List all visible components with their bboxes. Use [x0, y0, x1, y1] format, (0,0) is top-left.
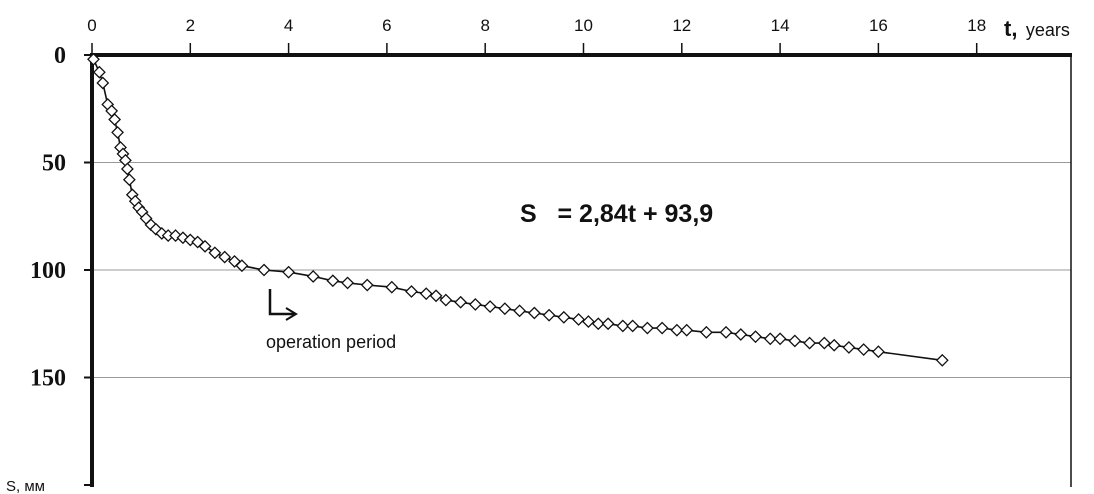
data-point-36 — [385, 280, 399, 294]
data-point-35 — [360, 278, 374, 292]
data-point-55 — [640, 321, 654, 335]
data-markers — [87, 52, 949, 367]
data-point-67 — [817, 336, 831, 350]
data-point-58 — [680, 323, 694, 337]
data-point-56 — [655, 321, 669, 335]
x-tick-label-12: 12 — [672, 16, 691, 35]
x-axis-label-symbol: t, — [1004, 16, 1017, 41]
data-point-30 — [257, 263, 271, 277]
data-point-43 — [483, 300, 497, 313]
x-axis-label: t, years — [1004, 16, 1070, 41]
data-point-42 — [468, 297, 482, 311]
data-point-39 — [429, 289, 443, 303]
data-point-0 — [87, 52, 100, 66]
y-tick-label-0: 0 — [54, 43, 66, 69]
operation-period-label: operation period — [266, 332, 396, 352]
x-tick-label-8: 8 — [480, 16, 489, 35]
data-point-10 — [120, 162, 134, 176]
x-tick-label-10: 10 — [574, 16, 593, 35]
data-point-65 — [788, 334, 802, 348]
data-point-1 — [92, 65, 106, 79]
data-point-57 — [670, 323, 684, 337]
data-point-49 — [572, 313, 586, 326]
data-point-59 — [699, 325, 713, 339]
grid-layer — [92, 162, 1071, 378]
x-axis-label-unit: years — [1026, 20, 1070, 40]
data-point-61 — [734, 328, 748, 341]
data-point-27 — [218, 250, 232, 264]
data-point-66 — [803, 336, 817, 350]
data-point-52 — [601, 317, 615, 331]
data-point-26 — [208, 246, 222, 260]
data-point-34 — [341, 276, 354, 290]
x-tick-label-16: 16 — [869, 16, 888, 35]
data-point-32 — [306, 270, 320, 283]
operation-period-arrow — [268, 289, 298, 321]
data-point-70 — [857, 343, 871, 356]
data-point-50 — [581, 315, 595, 329]
data-point-46 — [527, 306, 541, 320]
data-point-37 — [405, 285, 418, 298]
data-point-48 — [557, 310, 571, 324]
data-point-45 — [513, 304, 527, 318]
x-tick-label-0: 0 — [87, 16, 96, 35]
data-point-38 — [419, 287, 433, 301]
data-point-54 — [626, 319, 640, 333]
x-tick-labels: 0 2 4 6 8 10 12 14 16 18 — [87, 16, 986, 35]
data-point-68 — [827, 338, 841, 352]
data-point-53 — [616, 319, 630, 333]
data-point-51 — [591, 317, 605, 331]
x-tick-label-2: 2 — [186, 16, 195, 35]
data-point-29 — [235, 259, 249, 273]
y-tick-labels: 0 50 100 150 — [30, 43, 66, 392]
data-point-62 — [749, 330, 762, 344]
data-point-63 — [763, 332, 777, 346]
data-point-71 — [871, 345, 885, 359]
data-point-69 — [842, 340, 856, 354]
y-tick-label-50: 50 — [42, 151, 66, 177]
data-point-41 — [454, 295, 468, 309]
data-point-33 — [326, 274, 340, 288]
y-axis-label: S, мм — [6, 478, 45, 494]
x-tick-label-14: 14 — [771, 16, 790, 35]
data-point-64 — [773, 332, 787, 346]
data-point-6 — [111, 125, 124, 139]
y-tick-label-100: 100 — [30, 258, 66, 284]
data-point-60 — [719, 325, 733, 339]
data-point-72 — [935, 353, 949, 367]
data-point-44 — [498, 302, 512, 316]
data-point-11 — [122, 173, 136, 187]
data-point-31 — [282, 265, 296, 279]
x-tick-label-18: 18 — [967, 16, 986, 35]
data-point-47 — [542, 308, 556, 322]
data-point-40 — [439, 293, 453, 307]
x-tick-label-4: 4 — [284, 16, 293, 35]
axes-layer — [84, 43, 1072, 487]
data-point-5 — [108, 113, 122, 126]
x-tick-label-6: 6 — [382, 16, 391, 35]
y-tick-label-150: 150 — [30, 366, 66, 392]
regression-equation: S = 2,84t + 93,9 — [520, 200, 713, 228]
data-point-2 — [96, 76, 110, 90]
data-point-25 — [198, 239, 212, 253]
